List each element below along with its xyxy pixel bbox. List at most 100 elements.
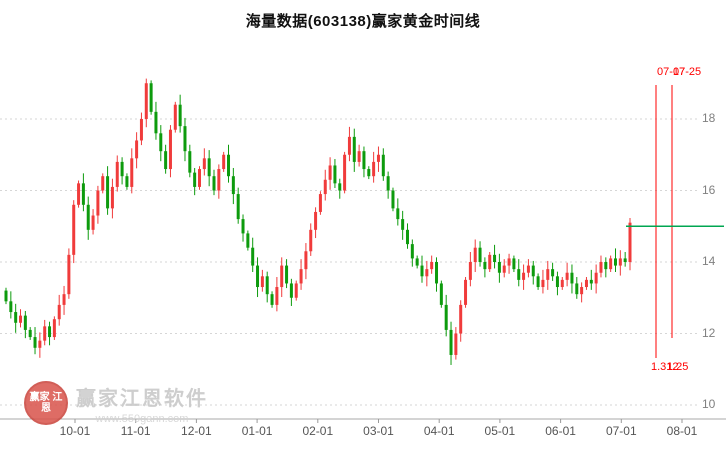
candle: [478, 247, 482, 262]
time-axis-label: 12-01: [181, 424, 212, 438]
candle: [81, 183, 85, 205]
time-axis-label: 01-01: [241, 424, 273, 438]
candle: [57, 304, 61, 320]
candle: [135, 140, 139, 159]
candle: [227, 154, 231, 177]
time-axis-label: 05-01: [484, 424, 516, 438]
candle: [425, 269, 429, 277]
candle: [154, 111, 158, 134]
candle: [222, 154, 226, 170]
candle: [77, 183, 81, 205]
candle: [125, 176, 129, 187]
candle: [541, 279, 545, 288]
candle: [526, 265, 530, 273]
candle: [551, 269, 555, 277]
candle: [115, 161, 119, 187]
candle: [391, 190, 395, 209]
candle: [352, 136, 356, 162]
time-axis-label: 10-01: [59, 424, 91, 438]
candle: [415, 258, 419, 266]
candle: [609, 258, 613, 270]
candle: [401, 219, 405, 230]
candle: [43, 326, 47, 341]
candle: [483, 262, 487, 270]
price-axis-label: 10: [702, 397, 716, 411]
candle: [275, 287, 279, 305]
candle: [28, 329, 32, 338]
candle: [589, 279, 593, 284]
gann-date-label: 07-25: [673, 66, 702, 78]
candle: [260, 276, 264, 288]
candle: [594, 272, 598, 284]
candle: [502, 265, 506, 273]
candle: [546, 269, 550, 280]
candle: [435, 262, 439, 284]
candle: [9, 301, 13, 313]
candle: [493, 254, 497, 262]
price-axis-label: 14: [702, 254, 716, 268]
candle: [72, 204, 76, 255]
candle: [444, 304, 448, 330]
candle: [86, 204, 90, 230]
candle: [323, 179, 327, 195]
candle: [207, 158, 211, 177]
candle: [231, 176, 235, 195]
candle: [367, 169, 371, 177]
candle: [531, 265, 535, 277]
candle: [236, 194, 240, 220]
candle: [522, 272, 526, 280]
candle: [159, 133, 163, 152]
candle: [101, 176, 105, 191]
candle: [507, 258, 511, 266]
candle: [120, 161, 124, 177]
candle: [613, 258, 617, 266]
candle: [106, 176, 110, 209]
candle: [149, 83, 153, 112]
candle: [464, 279, 468, 305]
candle: [197, 169, 201, 187]
candle: [251, 247, 255, 266]
candle: [314, 211, 318, 230]
time-axis-label: 11-01: [120, 424, 151, 438]
candle: [396, 208, 400, 220]
candle: [570, 272, 574, 284]
gann-ratio-label: 1.312: [651, 361, 679, 373]
candle: [67, 254, 71, 295]
candle: [618, 258, 622, 266]
candle: [130, 158, 134, 187]
candle: [241, 219, 245, 234]
candle: [299, 269, 303, 284]
time-axis-label: 03-01: [363, 424, 394, 438]
candle: [459, 304, 463, 334]
candle: [256, 265, 260, 288]
candle: [318, 194, 322, 212]
candle: [439, 283, 443, 305]
brand-logo-icon: 赢家 江恩: [24, 381, 68, 425]
candle: [202, 158, 206, 170]
candle: [386, 176, 390, 191]
candle: [580, 287, 584, 295]
gann-ratio-label: 1.25: [667, 361, 689, 373]
candle: [449, 329, 453, 355]
candle: [430, 262, 434, 270]
candle: [604, 262, 608, 270]
candle: [280, 265, 284, 288]
candle: [178, 104, 182, 127]
candle: [19, 315, 23, 323]
chart-title: 海量数据(603138)赢家黄金时间线: [245, 13, 481, 30]
candle: [14, 312, 18, 323]
candle: [217, 169, 221, 191]
candle: [289, 283, 293, 298]
candle: [52, 319, 56, 338]
candle: [188, 151, 192, 173]
candle: [246, 233, 250, 248]
candle: [48, 326, 52, 338]
price-axis-label: 12: [702, 325, 716, 340]
candle: [212, 176, 216, 191]
time-axis-label: 02-01: [302, 424, 334, 438]
candle: [23, 315, 27, 330]
price-axis-label: 18: [702, 111, 716, 125]
candle: [270, 294, 274, 305]
candle: [38, 340, 42, 348]
brand-name: 赢家江恩软件: [76, 387, 208, 410]
